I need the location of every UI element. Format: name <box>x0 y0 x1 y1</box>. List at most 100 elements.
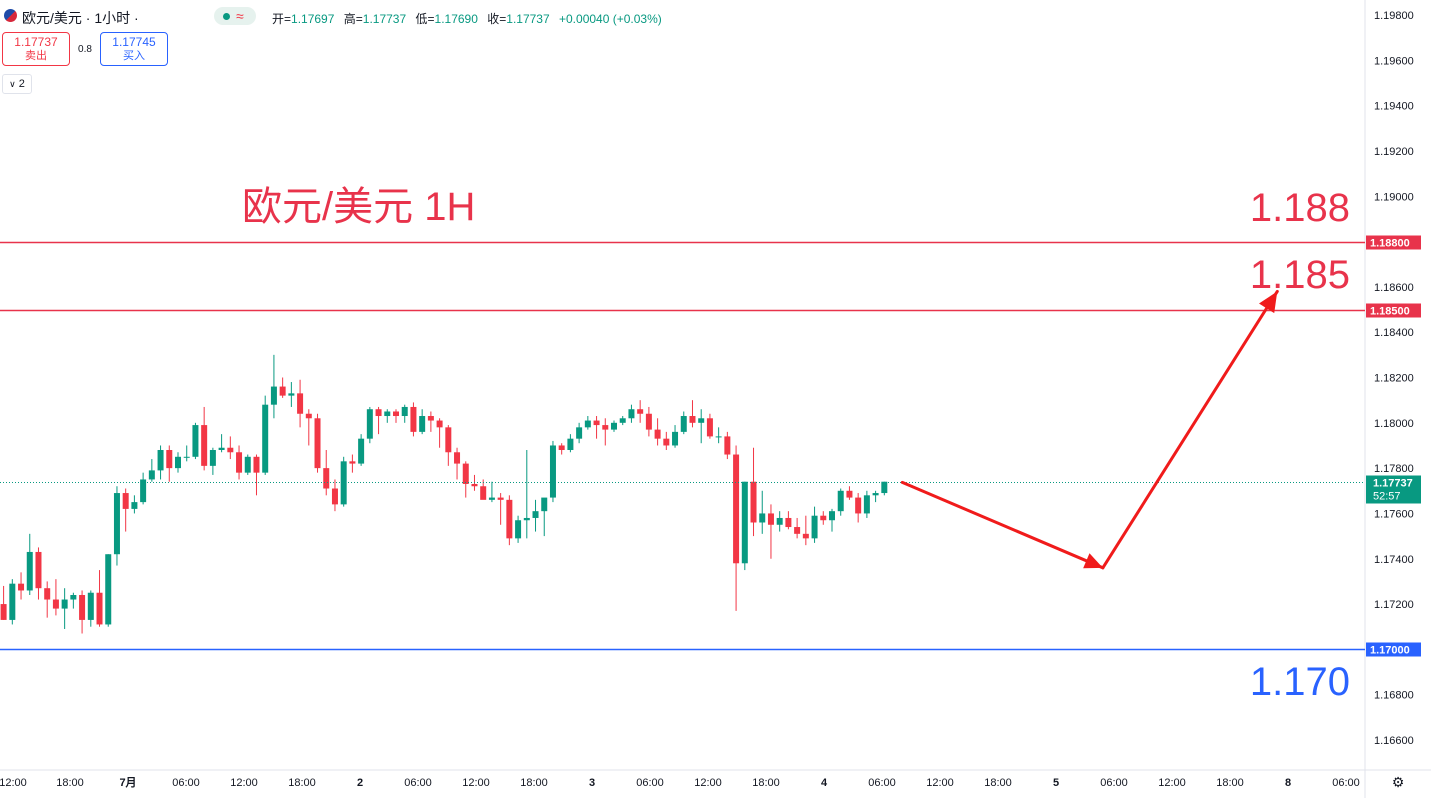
last-price-tag: 1.17737 <box>1373 478 1413 490</box>
market-status-pill[interactable]: ≈ <box>214 7 256 25</box>
candle-body-81 <box>706 418 713 437</box>
level-tag-bg-1 <box>1366 303 1421 318</box>
candle-body-56 <box>488 497 495 500</box>
candle-body-90 <box>785 517 792 528</box>
time-tick-11: 06:00 <box>636 777 664 789</box>
candle-body-58 <box>506 499 513 539</box>
buy-label: 买入 <box>123 50 145 62</box>
time-tick-12: 12:00 <box>694 777 722 789</box>
candle-body-29 <box>253 456 260 473</box>
price-tick-13: 1.17400 <box>1374 554 1414 566</box>
forecast-arrow-up-head <box>1258 291 1278 314</box>
spread-value: 0.8 <box>78 44 92 55</box>
forecast-arrow-down-shaft <box>900 480 1105 570</box>
candle-body-75 <box>654 429 661 439</box>
candle-body-79 <box>689 416 696 423</box>
price-tick-10: 1.18000 <box>1374 418 1414 430</box>
candle-body-30 <box>262 404 269 473</box>
high-value: 1.17737 <box>362 12 407 26</box>
time-tick-23: 06:00 <box>1332 777 1360 789</box>
price-tick-17: 1.16600 <box>1374 735 1414 747</box>
candle-body-80 <box>698 418 705 423</box>
candle-body-74 <box>645 413 652 430</box>
candle-body-92 <box>802 533 809 539</box>
candle-body-6 <box>52 599 59 609</box>
candle-body-95 <box>829 511 835 521</box>
time-tick-20: 12:00 <box>1158 777 1186 789</box>
symbol-title[interactable]: 欧元/美元 · 1小时 · <box>22 10 139 26</box>
candle-body-35 <box>305 413 312 419</box>
candle-body-89 <box>776 517 783 525</box>
open-value: 1.17697 <box>291 12 335 26</box>
chart-header: 欧元/美元 · 1小时 · ≈ 开=1.17697 高=1.17737 低=1.… <box>0 0 1365 30</box>
chart-settings-gear-icon[interactable]: ⚙ <box>1391 774 1405 790</box>
high-label: 高= <box>343 12 363 26</box>
ohlc-legend: 开=1.17697 高=1.17737 低=1.17690 收=1.17737 … <box>272 10 668 27</box>
candle-body-82 <box>715 436 722 438</box>
candle-body-28 <box>244 456 251 473</box>
candle-body-54 <box>471 483 478 487</box>
last-price-tag-bg <box>1366 475 1421 504</box>
time-tick-18: 5 <box>1053 777 1059 789</box>
candle-body-1 <box>9 583 16 620</box>
candle-body-36 <box>314 418 321 469</box>
candle-body-68 <box>593 420 600 426</box>
candle-body-100 <box>872 493 879 496</box>
candle-body-0 <box>0 604 7 620</box>
candle-body-16 <box>140 479 147 503</box>
price-tick-6: 1.18600 <box>1374 282 1414 294</box>
candle-body-72 <box>628 409 635 419</box>
price-tick-8: 1.18400 <box>1374 327 1414 339</box>
level-label-1185: 1.185 <box>1249 253 1350 297</box>
candle-body-39 <box>340 461 347 505</box>
candle-body-97 <box>846 490 853 498</box>
time-tick-8: 12:00 <box>462 777 490 789</box>
candle-body-43 <box>375 409 382 417</box>
candle-body-77 <box>672 431 679 446</box>
open-label: 开= <box>272 12 292 26</box>
price-tick-3: 1.19200 <box>1374 146 1414 158</box>
candle-body-31 <box>270 386 277 405</box>
candle-body-23 <box>201 425 208 466</box>
level-label-1188: 1.188 <box>1249 186 1350 230</box>
price-tick-12: 1.17600 <box>1374 508 1414 520</box>
time-tick-19: 06:00 <box>1100 777 1128 789</box>
candle-body-20 <box>175 456 181 469</box>
chart-annotation-title: 欧元/美元 1H <box>242 185 476 229</box>
candle-body-60 <box>523 517 530 521</box>
price-tick-1: 1.19600 <box>1374 55 1414 67</box>
time-tick-3: 06:00 <box>172 777 200 789</box>
candle-body-33 <box>288 393 295 396</box>
candle-body-46 <box>401 406 408 417</box>
candle-body-11 <box>96 592 103 625</box>
candle-body-93 <box>811 515 818 539</box>
candle-body-61 <box>532 511 539 518</box>
candle-body-25 <box>218 447 225 450</box>
time-tick-1: 18:00 <box>56 777 84 789</box>
buy-button[interactable]: 1.17745 买入 <box>100 32 168 66</box>
candle-body-24 <box>209 450 216 466</box>
sell-button[interactable]: 1.17737 卖出 <box>2 32 70 66</box>
candle-body-2 <box>18 583 25 591</box>
candle-body-27 <box>236 452 243 473</box>
forecast-arrow-down-head <box>1083 553 1103 569</box>
level-tag-0: 1.18800 <box>1370 238 1410 250</box>
candle-body-78 <box>680 416 687 432</box>
candle-body-86 <box>750 481 757 523</box>
price-tick-2: 1.19400 <box>1374 101 1414 113</box>
close-label: 收= <box>487 12 507 26</box>
indicators-collapse-button[interactable]: ∨ 2 <box>2 74 32 94</box>
time-tick-15: 06:00 <box>868 777 896 789</box>
candle-body-47 <box>410 406 417 432</box>
candle-body-71 <box>619 418 626 423</box>
low-label: 低= <box>415 12 435 26</box>
time-tick-2: 7月 <box>119 776 136 789</box>
price-tick-16: 1.16800 <box>1374 690 1414 702</box>
eurusd-flag-icon <box>4 9 17 22</box>
time-tick-4: 12:00 <box>230 777 258 789</box>
price-tick-9: 1.18200 <box>1374 373 1414 385</box>
candle-body-8 <box>70 595 77 600</box>
time-tick-7: 06:00 <box>404 777 432 789</box>
market-open-dot-icon <box>223 13 230 20</box>
